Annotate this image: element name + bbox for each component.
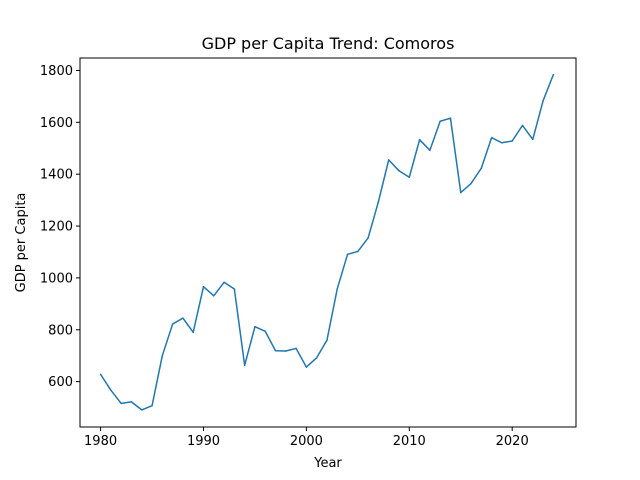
data-point: [377, 200, 380, 203]
data-point: [326, 339, 328, 341]
series-line: [99, 74, 555, 411]
x-tick-label: 2020: [496, 434, 529, 449]
data-point: [243, 364, 246, 367]
data-point: [254, 325, 256, 328]
data-point: [418, 138, 421, 141]
data-point: [264, 330, 266, 333]
y-tick-label: 1600: [40, 116, 73, 131]
data-point: [346, 253, 349, 256]
y-axis: 600 800 1000 1200 1400 1600 1800: [40, 64, 80, 390]
data-point: [182, 317, 184, 319]
data-point: [130, 401, 133, 403]
data-point: [367, 237, 369, 239]
chart-title: GDP per Capita Trend: Comoros: [202, 34, 455, 53]
data-point: [521, 124, 524, 127]
x-axis: 1980 1990 2000 2010 2020: [84, 427, 529, 449]
data-point: [285, 350, 287, 352]
data-point: [398, 170, 400, 172]
data-point: [490, 136, 493, 139]
data-point: [192, 331, 194, 334]
data-point: [295, 347, 297, 350]
data-point: [387, 159, 390, 161]
data-point: [213, 295, 215, 297]
data-point: [480, 167, 483, 169]
data-point: [305, 366, 308, 368]
x-axis-title: Year: [313, 456, 342, 471]
data-point: [202, 285, 205, 288]
data-point: [532, 138, 534, 141]
y-tick-label: 800: [48, 323, 73, 338]
plot-frame: [79, 57, 577, 428]
x-tick-label: 2000: [290, 434, 323, 449]
data-point: [429, 149, 431, 152]
y-tick-label: 1200: [40, 220, 73, 235]
data-point: [439, 120, 441, 123]
data-point: [99, 373, 102, 376]
data-point: [470, 182, 472, 185]
data-point: [233, 288, 236, 290]
data-point: [110, 389, 112, 391]
data-point: [552, 73, 555, 76]
data-point: [274, 350, 277, 352]
data-point: [501, 142, 503, 144]
x-tick-label: 2010: [393, 434, 426, 449]
data-point: [315, 357, 318, 359]
y-axis-title: GDP per Capita: [14, 193, 29, 293]
x-tick-label: 1980: [84, 434, 117, 449]
y-tick-label: 1800: [40, 64, 73, 79]
data-point: [151, 404, 153, 407]
data-point: [542, 100, 544, 102]
data-point: [140, 409, 143, 411]
data-point: [223, 281, 225, 284]
plot-area: [99, 73, 555, 411]
data-point: [460, 191, 462, 194]
data-point: [336, 288, 339, 290]
y-tick-label: 1000: [40, 271, 73, 286]
data-point: [511, 140, 513, 142]
data-point: [408, 176, 411, 179]
x-tick-label: 1990: [187, 434, 220, 449]
data-point: [171, 323, 174, 325]
data-point: [120, 402, 122, 405]
y-tick-label: 600: [48, 375, 73, 390]
data-point: [357, 250, 359, 253]
data-point: [161, 354, 164, 357]
data-point: [449, 117, 452, 119]
y-tick-label: 1400: [40, 168, 73, 183]
